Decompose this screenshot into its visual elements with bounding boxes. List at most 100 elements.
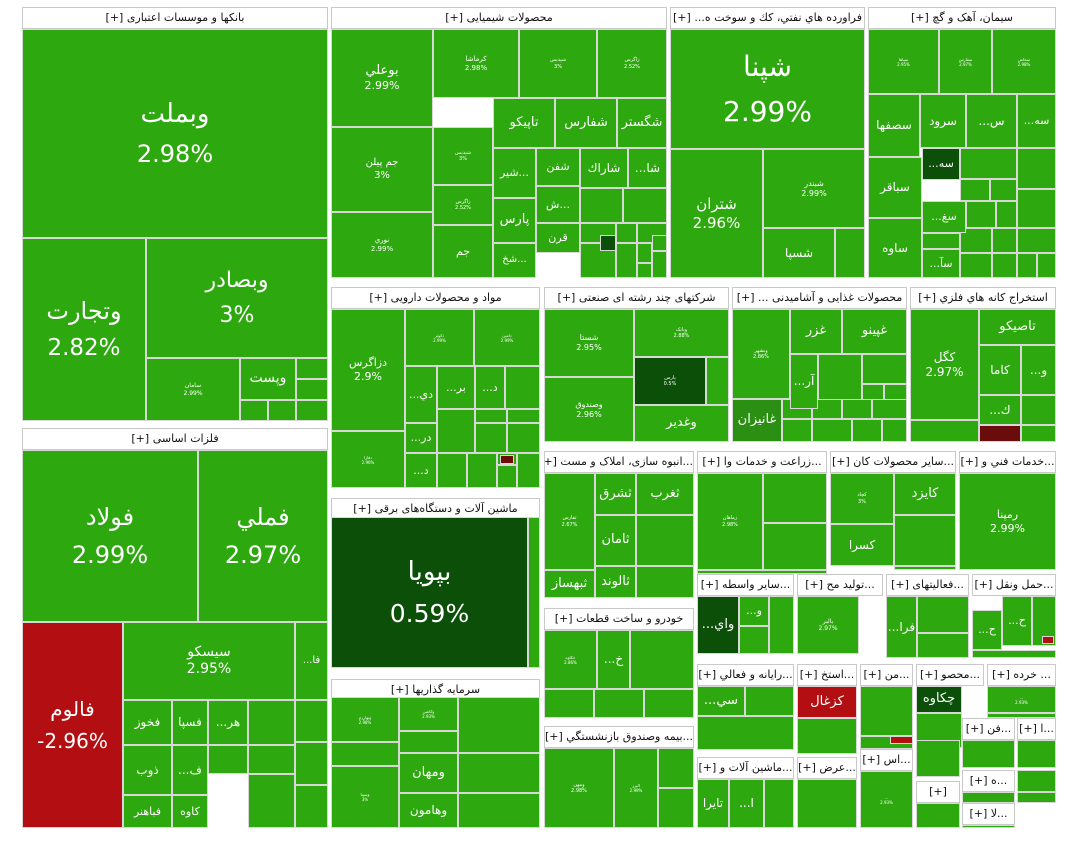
stock-tile[interactable]: ...ف xyxy=(172,745,208,795)
sector-header[interactable]: استخراج کانه هاي فلزي [+] xyxy=(910,287,1056,309)
stock-tile[interactable]: فالوم -2.96% xyxy=(22,622,123,828)
expand-toggle[interactable]: [+] xyxy=(369,291,388,304)
stock-tile-small[interactable] xyxy=(507,409,540,423)
stock-tile[interactable]: ومهان xyxy=(399,753,458,793)
stock-tile[interactable]: ثامان xyxy=(595,515,636,566)
stock-tile[interactable]: شاراك xyxy=(580,148,628,188)
stock-tile-small[interactable] xyxy=(580,243,616,278)
stock-tile-small[interactable] xyxy=(507,423,540,453)
stock-tile[interactable]: ...سآ xyxy=(922,249,960,278)
stock-tile-small[interactable] xyxy=(497,465,517,488)
stock-tile-small[interactable] xyxy=(917,633,969,658)
stock-tile-small[interactable] xyxy=(458,697,540,753)
stock-tile-small[interactable] xyxy=(658,748,694,788)
expand-toggle[interactable]: [+] xyxy=(673,11,691,24)
stock-tile-small[interactable] xyxy=(812,419,852,442)
expand-toggle[interactable]: [+] xyxy=(698,761,717,774)
sector-header[interactable]: ...ه [+] xyxy=(962,770,1015,792)
stock-tile[interactable]: ش... xyxy=(536,186,580,223)
stock-tile-small[interactable] xyxy=(966,201,996,228)
stock-tile-small[interactable] xyxy=(960,179,990,201)
stock-tile-small[interactable] xyxy=(296,358,328,379)
stock-tile[interactable]: تاصیکو xyxy=(979,309,1056,345)
stock-tile-small[interactable] xyxy=(644,689,694,718)
sector-header[interactable]: مواد و محصولات دارویی [+] xyxy=(331,287,540,309)
stock-tile-small[interactable] xyxy=(1017,253,1037,278)
stock-tile[interactable]: سپاها 2.95% xyxy=(868,29,939,94)
stock-tile[interactable]: سفارس 2.97% xyxy=(939,29,992,94)
sector-header[interactable]: ...لا [+] xyxy=(962,803,1015,825)
stock-tile-small[interactable] xyxy=(992,253,1017,278)
stock-tile[interactable]: نوري 2.99% xyxy=(331,212,433,278)
stock-tile[interactable]: ...د xyxy=(405,453,437,488)
stock-tile[interactable]: سیسکو 2.95% xyxy=(123,622,295,700)
stock-tile-small[interactable] xyxy=(739,626,769,654)
stock-tile[interactable]: ... 2.93% xyxy=(860,771,913,828)
stock-tile[interactable]: پارس 0.5% xyxy=(634,357,706,405)
stock-tile-small[interactable] xyxy=(475,423,507,453)
stock-tile-small[interactable] xyxy=(658,788,694,828)
sector-header[interactable]: سیمان، آهک و گچ [+] xyxy=(868,7,1056,29)
stock-tile-small[interactable] xyxy=(505,366,540,409)
stock-tile[interactable]: شسپا xyxy=(763,228,835,278)
stock-tile-small[interactable] xyxy=(517,453,540,488)
stock-tile-small[interactable] xyxy=(962,740,1015,768)
expand-toggle[interactable]: [+] xyxy=(554,612,573,625)
expand-toggle[interactable]: [+] xyxy=(969,807,988,820)
stock-tile[interactable]: بوعلي 2.99% xyxy=(331,29,433,127)
sector-header[interactable]: ...حمل ونقل [+] xyxy=(972,574,1056,596)
stock-tile[interactable]: ...سه xyxy=(922,148,960,180)
expand-toggle[interactable]: [+] xyxy=(1019,722,1037,735)
stock-tile[interactable]: تاپیکو xyxy=(493,98,555,148)
stock-tile-small[interactable] xyxy=(500,455,514,464)
expand-toggle[interactable]: [+] xyxy=(700,578,719,591)
stock-tile-small[interactable] xyxy=(268,400,296,421)
stock-tile-small[interactable] xyxy=(894,515,956,566)
stock-tile[interactable]: شستا 2.95% xyxy=(544,309,634,377)
stock-tile-small[interactable] xyxy=(580,188,623,223)
stock-tile-small[interactable] xyxy=(544,689,594,718)
expand-toggle[interactable]: [+] xyxy=(105,11,124,24)
stock-tile[interactable]: شير... xyxy=(493,148,536,198)
stock-tile-small[interactable] xyxy=(960,228,992,253)
sector-header[interactable]: ...تولید مح [+] xyxy=(797,574,883,596)
expand-toggle[interactable]: [+] xyxy=(798,761,816,774)
sector-header[interactable]: بانکها و موسسات اعتباری [+] xyxy=(22,7,328,29)
sector-header[interactable]: محصولات غذایی و آشامیدنی ... [+] xyxy=(732,287,907,309)
stock-tile-small[interactable] xyxy=(248,745,295,774)
stock-tile[interactable]: دکوثر 2.99% xyxy=(405,309,474,366)
stock-tile[interactable]: غپینو xyxy=(842,309,907,354)
stock-tile[interactable]: وبملت 2.98% xyxy=(22,29,328,238)
stock-tile[interactable]: چکاوه xyxy=(916,686,962,713)
expand-toggle[interactable]: [+] xyxy=(353,502,372,515)
sector-header[interactable]: ...خدمات فني و [+] xyxy=(959,451,1056,473)
stock-tile-small[interactable] xyxy=(769,596,794,654)
stock-tile[interactable]: شگستر xyxy=(617,98,667,148)
stock-tile[interactable]: ...س xyxy=(966,94,1017,148)
stock-tile[interactable]: زماهان 2.98% xyxy=(697,473,763,570)
stock-tile-small[interactable] xyxy=(1017,228,1056,253)
expand-toggle[interactable]: [+] xyxy=(831,455,850,468)
expand-toggle[interactable]: [+] xyxy=(863,668,882,681)
stock-tile[interactable]: ...سه xyxy=(1017,94,1056,148)
stock-tile-small[interactable] xyxy=(248,774,295,828)
stock-tile[interactable]: زاگرس 2.52% xyxy=(597,29,667,98)
stock-tile[interactable]: ...فا xyxy=(295,622,328,700)
stock-tile[interactable]: شخ... xyxy=(493,243,536,278)
sector-header[interactable]: ...سایر واسطه [+] xyxy=(697,574,794,596)
stock-tile[interactable]: وبانک 2.88% xyxy=(634,309,729,357)
stock-tile-small[interactable] xyxy=(835,228,865,278)
stock-tile[interactable]: ...شا xyxy=(628,148,667,188)
expand-toggle[interactable]: [+] xyxy=(557,291,576,304)
stock-tile[interactable]: وسینا 3% xyxy=(331,766,399,828)
stock-tile-small[interactable] xyxy=(797,779,857,828)
stock-tile[interactable]: ...واي xyxy=(697,596,739,654)
stock-tile-small[interactable] xyxy=(594,689,644,718)
expand-toggle[interactable]: [+] xyxy=(992,668,1010,681)
expand-toggle[interactable]: [+] xyxy=(862,753,881,766)
expand-toggle[interactable]: [+] xyxy=(799,668,818,681)
stock-tile-small[interactable] xyxy=(636,515,694,566)
stock-tile[interactable]: ثالوند xyxy=(595,566,636,598)
stock-tile-small[interactable] xyxy=(630,630,694,689)
sector-header[interactable]: ...عرض [+] xyxy=(797,757,857,779)
